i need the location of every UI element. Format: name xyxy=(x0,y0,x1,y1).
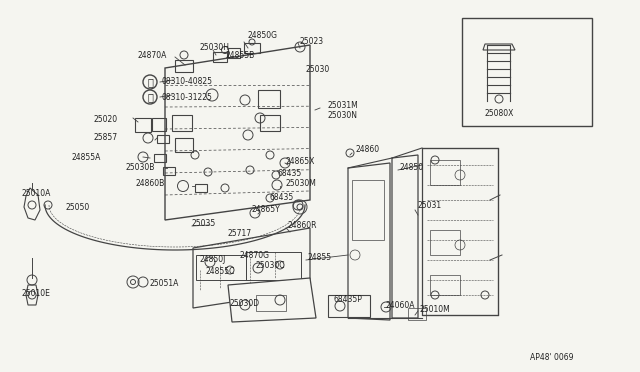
Text: 08310-40825: 08310-40825 xyxy=(162,77,213,87)
Text: 25030: 25030 xyxy=(305,65,329,74)
Bar xyxy=(154,154,166,162)
Text: 24870A: 24870A xyxy=(138,51,168,61)
Text: 25030C: 25030C xyxy=(256,260,285,269)
Polygon shape xyxy=(165,45,310,220)
Polygon shape xyxy=(422,148,498,315)
Bar xyxy=(462,18,592,126)
Bar xyxy=(258,90,280,108)
Text: 24860: 24860 xyxy=(355,145,379,154)
Text: 68435P: 68435P xyxy=(333,295,362,305)
Bar xyxy=(152,118,166,131)
Text: 25035: 25035 xyxy=(192,219,216,228)
Text: 24850G: 24850G xyxy=(248,32,278,41)
Bar xyxy=(430,275,460,295)
Polygon shape xyxy=(228,278,316,322)
Text: 25010A: 25010A xyxy=(22,189,51,199)
Bar xyxy=(352,180,384,240)
Text: 25010E: 25010E xyxy=(22,289,51,298)
Text: 25030H: 25030H xyxy=(199,44,229,52)
Text: 25050: 25050 xyxy=(65,203,89,212)
Polygon shape xyxy=(392,155,418,318)
Text: 25030N: 25030N xyxy=(327,110,357,119)
Text: 25051A: 25051A xyxy=(150,279,179,288)
Text: 24850: 24850 xyxy=(400,164,424,173)
Text: 25031: 25031 xyxy=(418,202,442,211)
Bar xyxy=(195,184,207,192)
Bar xyxy=(430,160,460,185)
Bar xyxy=(328,295,370,317)
Bar xyxy=(430,230,460,255)
Bar xyxy=(135,118,151,132)
Text: 24855: 24855 xyxy=(308,253,332,263)
Bar xyxy=(163,167,175,175)
Bar xyxy=(228,48,240,58)
Bar xyxy=(246,252,301,280)
Text: 24870G: 24870G xyxy=(240,250,270,260)
Polygon shape xyxy=(193,228,310,308)
Text: 24855B: 24855B xyxy=(226,51,255,60)
Bar xyxy=(157,135,169,143)
Text: 08310-31225: 08310-31225 xyxy=(162,93,213,102)
Bar xyxy=(172,115,192,131)
Bar xyxy=(256,295,286,311)
Text: 25020: 25020 xyxy=(93,115,117,124)
Bar xyxy=(196,255,246,280)
Text: 25010M: 25010M xyxy=(420,305,451,314)
Text: 24850J: 24850J xyxy=(200,256,227,264)
Text: Ⓢ: Ⓢ xyxy=(147,77,153,87)
Bar xyxy=(175,138,193,152)
Text: 25031M: 25031M xyxy=(327,100,358,109)
Polygon shape xyxy=(348,163,390,320)
Text: 68435: 68435 xyxy=(270,193,294,202)
Text: 24060A: 24060A xyxy=(385,301,415,310)
Polygon shape xyxy=(26,285,38,305)
Bar xyxy=(213,52,227,62)
Text: 25857: 25857 xyxy=(93,132,117,141)
Text: 25080X: 25080X xyxy=(484,109,514,118)
Bar xyxy=(260,115,280,131)
Text: 25717: 25717 xyxy=(228,230,252,238)
Bar xyxy=(175,60,193,72)
Text: 24860R: 24860R xyxy=(288,221,317,231)
Text: 24855A: 24855A xyxy=(72,153,101,161)
Text: 68435: 68435 xyxy=(278,169,302,177)
Bar xyxy=(408,308,426,320)
Text: Ⓢ: Ⓢ xyxy=(147,92,153,102)
Bar xyxy=(244,43,260,53)
Text: AP48' 0069: AP48' 0069 xyxy=(530,353,573,362)
Text: 24865X: 24865X xyxy=(285,157,314,167)
Text: 24855C: 24855C xyxy=(205,266,234,276)
Text: 24860B: 24860B xyxy=(135,180,164,189)
Text: 25030D: 25030D xyxy=(230,299,260,308)
Polygon shape xyxy=(24,188,40,220)
Text: 25030M: 25030M xyxy=(285,179,316,187)
Text: 24865Y: 24865Y xyxy=(252,205,281,215)
Text: 25030B: 25030B xyxy=(126,163,156,171)
Text: 25023: 25023 xyxy=(300,38,324,46)
